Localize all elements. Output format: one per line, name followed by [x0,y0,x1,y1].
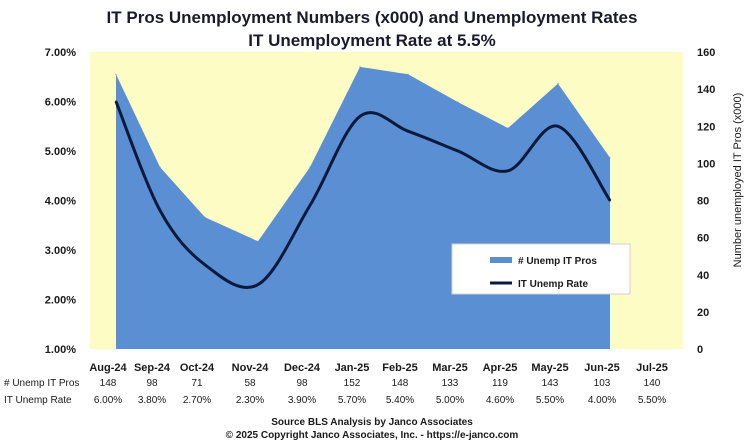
area-point-mar-25 [457,101,459,103]
left-axis: 7.00% 6.00% 5.00% 4.00% 3.00% 2.00% 1.00% [45,47,76,356]
table-cell-rate: 5.50% [536,395,564,406]
table-cell-unemp: 71 [191,378,203,389]
table-cell-unemp: 98 [296,378,308,389]
category-label: Jul-25 [636,362,668,374]
right-axis-tick: 80 [697,196,709,208]
legend: # Unemp IT Pros IT Unemp Rate [451,243,631,295]
left-axis-tick: 5.00% [45,146,76,158]
right-axis-tick: 120 [697,121,715,133]
area-point-feb-25 [407,73,409,75]
area-point-oct-24 [204,216,206,218]
table-cell-rate: 3.90% [288,395,316,406]
legend-swatch-area [490,257,512,263]
table-cell-unemp: 58 [244,378,256,389]
table-cell-unemp: 119 [492,378,508,389]
right-axis-tick: 100 [697,158,715,170]
category-label: Apr-25 [483,362,518,374]
line-point-sep-24 [159,209,161,212]
category-label: Dec-24 [284,362,321,374]
right-axis-tick: 140 [697,84,715,96]
line-point-feb-25 [407,130,409,133]
line-series-layer [114,100,612,290]
left-axis-tick: 7.00% [45,47,76,59]
table-cell-unemp: 98 [146,378,158,389]
chart-title: IT Pros Unemployment Numbers (x000) and … [106,8,638,27]
area-point-sep-24 [159,166,161,168]
area-point-may-25 [557,83,559,85]
chart-subtitle: IT Unemployment Rate at 5.5% [248,31,496,50]
area-point-aug-24 [115,73,117,75]
category-label: Sep-24 [134,362,171,374]
left-axis-tick: 2.00% [45,295,76,307]
category-label: Aug-24 [89,362,127,374]
right-axis-tick: 60 [697,233,709,245]
line-point-may-25 [557,125,559,128]
line-point-mar-25 [457,150,459,152]
table-cell-rate: 4.60% [486,395,514,406]
right-axis-tick: 0 [697,344,703,356]
category-label: Nov-24 [232,362,270,374]
line-point-jun-25 [609,199,611,202]
right-axis-label: Number unemployed IT Pros (x000) [732,93,744,268]
legend-label-line: IT Unemp Rate [518,279,588,290]
table-cell-rate: 5.50% [638,395,666,406]
category-label: Jun-25 [584,362,619,374]
line-point-aug-24 [115,100,117,103]
left-axis-tick: 6.00% [45,97,76,109]
category-label: Feb-25 [382,362,417,374]
x-axis-categories: Aug-24 Sep-24 Oct-24 Nov-24 Dec-24 Jan-25 Feb-… [89,362,668,374]
table-cell-rate: 5.00% [436,395,464,406]
category-label: Mar-25 [432,362,467,374]
footer-source: Source BLS Analysis by Janco Associates [271,417,473,428]
table-cell-unemp: 148 [100,378,117,389]
table-row-header-rate: IT Unemp Rate [4,395,72,406]
data-table: # Unemp IT Pros IT Unemp Rate 148 98 71 58 98 1… [4,378,666,406]
line-point-dec-24 [309,204,311,207]
line-point-oct-24 [204,263,206,266]
table-cell-rate: 3.80% [138,395,166,406]
table-cell-unemp: 148 [392,378,409,389]
table-cell-rate: 5.40% [386,395,414,406]
legend-box [451,243,631,295]
legend-label-area: # Unemp IT Pros [518,256,597,267]
area-point-dec-24 [309,166,311,168]
table-row-header-unemp: # Unemp IT Pros [4,378,79,389]
table-cell-rate: 4.00% [588,395,616,406]
line-series-it-unemp-rate [114,100,612,290]
line-point-jan-25 [359,115,361,118]
table-cell-rate: 2.70% [183,395,211,406]
area-point-jan-25 [359,66,361,68]
left-axis-tick: 1.00% [45,344,76,356]
table-cell-unemp: 103 [594,378,611,389]
area-point-apr-25 [507,127,509,129]
area-point-nov-24 [257,240,259,242]
category-label: Oct-24 [180,362,215,374]
line-point-apr-25 [507,169,509,172]
table-cell-unemp: 140 [644,378,661,389]
table-cell-rate: 6.00% [94,395,122,406]
left-axis-tick: 4.00% [45,196,76,208]
category-label: Jan-25 [335,362,370,374]
table-cell-unemp: 152 [344,378,361,389]
category-label: May-25 [531,362,568,374]
right-axis-tick: 160 [697,47,715,59]
right-axis-tick: 40 [697,270,709,282]
table-cell-rate: 5.70% [338,395,366,406]
left-axis-tick: 3.00% [45,245,76,257]
right-axis-tick: 20 [697,307,709,319]
line-point-nov-24 [257,283,259,286]
table-cell-unemp: 143 [542,378,559,389]
right-axis: 160 140 120 100 80 60 40 20 0 [697,47,715,356]
table-cell-unemp: 133 [442,378,459,389]
area-point-jun-25 [609,157,611,159]
footer-copyright: © 2025 Copyright Janco Associates, Inc. … [225,430,519,441]
table-cell-rate: 2.30% [236,395,264,406]
